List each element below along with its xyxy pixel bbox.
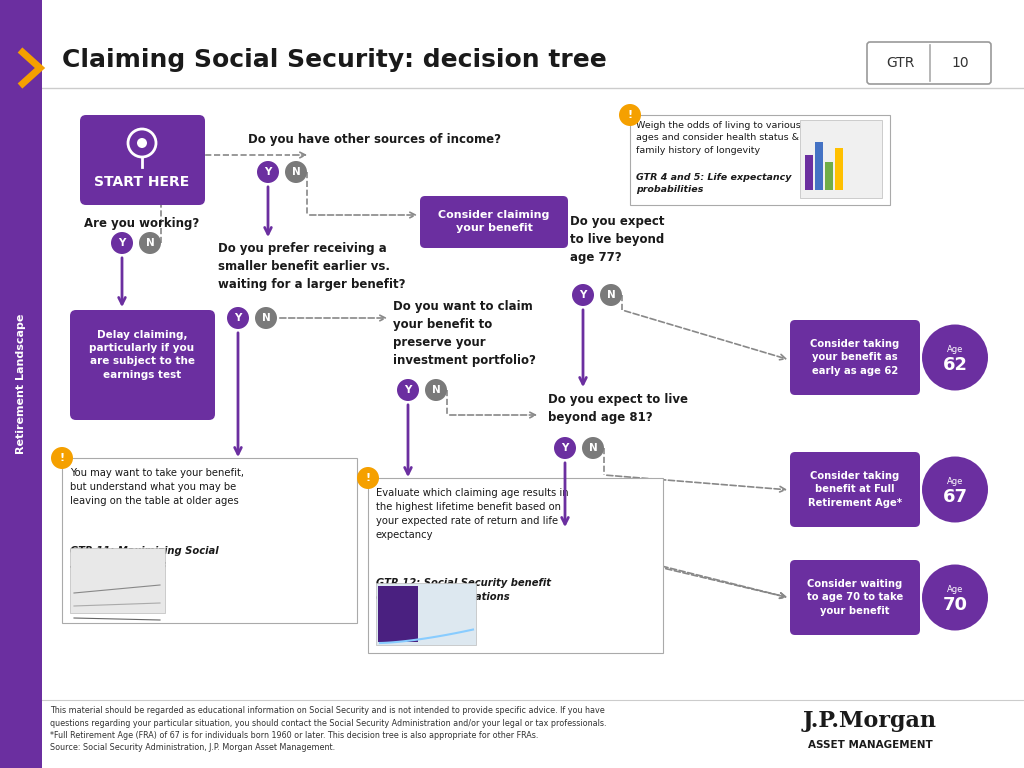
Text: N: N bbox=[432, 385, 440, 395]
Bar bbox=[368, 478, 663, 653]
Bar bbox=[805, 155, 813, 190]
Text: ASSET MANAGEMENT: ASSET MANAGEMENT bbox=[808, 740, 933, 750]
Circle shape bbox=[397, 379, 419, 401]
Bar bbox=[376, 583, 476, 645]
Text: 62: 62 bbox=[942, 356, 968, 375]
Bar bbox=[378, 586, 418, 642]
Text: Y: Y bbox=[234, 313, 242, 323]
Text: Consider waiting
to age 70 to take
your benefit: Consider waiting to age 70 to take your … bbox=[807, 579, 903, 616]
Text: N: N bbox=[292, 167, 300, 177]
Bar bbox=[630, 115, 890, 205]
Text: Consider taking
your benefit as
early as age 62: Consider taking your benefit as early as… bbox=[810, 339, 900, 376]
Text: Age: Age bbox=[947, 585, 964, 594]
Text: Do you want to claim
your benefit to
preserve your
investment portfolio?: Do you want to claim your benefit to pre… bbox=[393, 300, 536, 367]
Circle shape bbox=[357, 467, 379, 489]
Bar bbox=[800, 120, 882, 198]
Text: N: N bbox=[261, 313, 270, 323]
Bar bbox=[0, 0, 42, 768]
Circle shape bbox=[922, 456, 988, 522]
FancyBboxPatch shape bbox=[790, 320, 920, 395]
Text: GTR 4 and 5: Life expectancy
probabilities: GTR 4 and 5: Life expectancy probabiliti… bbox=[636, 173, 792, 194]
Circle shape bbox=[227, 307, 249, 329]
Text: Y: Y bbox=[264, 167, 271, 177]
Text: Y: Y bbox=[404, 385, 412, 395]
FancyBboxPatch shape bbox=[80, 115, 205, 205]
Text: 70: 70 bbox=[942, 597, 968, 614]
Bar bbox=[70, 548, 165, 613]
Text: Consider claiming
your benefit: Consider claiming your benefit bbox=[438, 210, 550, 233]
FancyBboxPatch shape bbox=[867, 42, 991, 84]
Text: Y: Y bbox=[119, 238, 126, 248]
Text: Weigh the odds of living to various
ages and consider health status &
family his: Weigh the odds of living to various ages… bbox=[636, 121, 801, 155]
Text: Y: Y bbox=[580, 290, 587, 300]
Circle shape bbox=[255, 307, 278, 329]
Text: Consider taking
benefit at Full
Retirement Age*: Consider taking benefit at Full Retireme… bbox=[808, 472, 902, 508]
Circle shape bbox=[111, 232, 133, 254]
Text: !: ! bbox=[628, 110, 633, 120]
Text: Evaluate which claiming age results in
the highest lifetime benefit based on
you: Evaluate which claiming age results in t… bbox=[376, 488, 568, 540]
Text: Do you prefer receiving a
smaller benefit earlier vs.
waiting for a larger benef: Do you prefer receiving a smaller benefi… bbox=[218, 242, 406, 291]
Circle shape bbox=[425, 379, 447, 401]
Text: Y: Y bbox=[561, 443, 568, 453]
Text: Are you working?: Are you working? bbox=[84, 217, 200, 230]
Text: Age: Age bbox=[947, 345, 964, 354]
Bar bbox=[825, 162, 833, 190]
Circle shape bbox=[139, 232, 161, 254]
Circle shape bbox=[922, 564, 988, 631]
Text: Do you expect to live
beyond age 81?: Do you expect to live beyond age 81? bbox=[548, 393, 688, 424]
Text: Claiming Social Security: decision tree: Claiming Social Security: decision tree bbox=[62, 48, 607, 72]
Text: You may want to take your benefit,
but understand what you may be
leaving on the: You may want to take your benefit, but u… bbox=[70, 468, 244, 506]
Circle shape bbox=[572, 284, 594, 306]
Text: !: ! bbox=[59, 453, 65, 463]
Bar bbox=[815, 142, 823, 190]
Text: Retirement Landscape: Retirement Landscape bbox=[16, 314, 26, 454]
FancyBboxPatch shape bbox=[790, 452, 920, 527]
Text: N: N bbox=[606, 290, 615, 300]
Circle shape bbox=[285, 161, 307, 183]
Circle shape bbox=[922, 325, 988, 390]
Text: Age: Age bbox=[947, 477, 964, 486]
Circle shape bbox=[51, 447, 73, 469]
Circle shape bbox=[137, 138, 147, 148]
Text: Do you expect
to live beyond
age 77?: Do you expect to live beyond age 77? bbox=[570, 215, 665, 264]
Circle shape bbox=[618, 104, 641, 126]
Text: 10: 10 bbox=[951, 56, 969, 70]
Text: GTR 11: Maximizing Social
Security benefits: GTR 11: Maximizing Social Security benef… bbox=[70, 546, 219, 570]
Text: N: N bbox=[589, 443, 597, 453]
Text: GTR: GTR bbox=[886, 56, 914, 70]
Circle shape bbox=[554, 437, 575, 459]
FancyBboxPatch shape bbox=[70, 310, 215, 420]
Text: Delay claiming,
particularly if you
are subject to the
earnings test: Delay claiming, particularly if you are … bbox=[89, 330, 195, 379]
Circle shape bbox=[257, 161, 279, 183]
Bar bbox=[835, 148, 843, 190]
Text: 67: 67 bbox=[942, 488, 968, 507]
Text: Do you have other sources of income?: Do you have other sources of income? bbox=[248, 134, 501, 147]
Text: J.P.Morgan: J.P.Morgan bbox=[803, 710, 937, 732]
Text: GTR 12: Social Security benefit
claiming considerations: GTR 12: Social Security benefit claiming… bbox=[376, 578, 551, 602]
Text: N: N bbox=[145, 238, 155, 248]
Bar bbox=[62, 458, 357, 623]
Text: This material should be regarded as educational information on Social Security a: This material should be regarded as educ… bbox=[50, 706, 606, 753]
FancyBboxPatch shape bbox=[420, 196, 568, 248]
Text: START HERE: START HERE bbox=[94, 175, 189, 189]
FancyBboxPatch shape bbox=[790, 560, 920, 635]
Circle shape bbox=[600, 284, 622, 306]
Circle shape bbox=[582, 437, 604, 459]
Text: !: ! bbox=[366, 473, 371, 483]
